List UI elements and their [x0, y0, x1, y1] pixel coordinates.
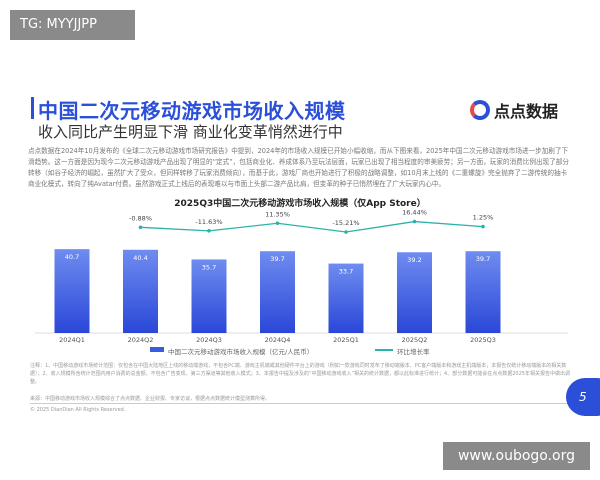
growth-rate-label: -15.21%: [332, 219, 359, 227]
tg-badge: TG: MYYJJPP: [10, 10, 135, 40]
bar-2025Q1: [328, 263, 364, 333]
logo-text: 点点数据: [494, 102, 559, 121]
x-tick-label: 2025Q3: [470, 336, 496, 344]
bar-value-label: 39.7: [270, 255, 284, 263]
growth-rate-line: [140, 220, 484, 233]
growth-point-2025Q3: [481, 224, 485, 229]
legend-bar-swatch: [150, 347, 164, 352]
growth-point-2024Q3: [207, 229, 211, 233]
legend-bar-label: 中国二次元移动游戏市场收入规模（亿元/人民币）: [168, 348, 314, 356]
logo-icon: [470, 100, 490, 120]
chart-title: 2025Q3中国二次元移动游戏市场收入规模（仅App Store）: [174, 199, 426, 209]
x-tick-label: 2025Q1: [333, 336, 359, 344]
growth-rate-label: -11.63%: [195, 218, 222, 226]
bar-value-label: 35.7: [202, 263, 216, 271]
bar-value-label: 40.4: [133, 254, 147, 262]
footnote: 注释：1、中国移动游戏市场统计范围：仅包含在中国大陆地区上线的移动端游戏，不包含…: [30, 363, 570, 385]
bar-2025Q2: [397, 252, 432, 333]
page-number: 5: [566, 378, 600, 416]
chart: 40.7 2024Q1 40.4 2024Q2 35.7 2024Q3 39.7 2024Q4…: [35, 209, 568, 344]
bar-value-label: 40.7: [65, 253, 79, 261]
growth-rate-label: 1.25%: [473, 214, 494, 222]
x-tick-label: 2024Q3: [196, 336, 222, 344]
x-tick-label: 2025Q2: [402, 336, 428, 344]
divider: [30, 403, 568, 404]
title-accent-bar: [31, 97, 34, 119]
bar-2024Q2: [123, 249, 158, 333]
x-tick-label: 2024Q1: [59, 336, 85, 344]
x-tick-label: 2024Q4: [265, 336, 291, 344]
bar-2024Q1: [54, 249, 90, 333]
growth-point-2025Q1: [344, 230, 348, 234]
growth-rate-label: 11.35%: [265, 210, 290, 218]
source-note: 来源：中国移动游戏市场收入规模综合了点点数据、企业财报、专家访谈，根据点点数据统…: [30, 396, 271, 402]
watermark-badge: www.oubogo.org: [443, 442, 590, 470]
bar-value-label: 33.7: [339, 268, 353, 276]
growth-rate-label: 16.44%: [402, 209, 427, 217]
bar-2024Q3: [191, 259, 227, 333]
bar-value-label: 39.2: [407, 256, 421, 264]
page-title: 中国二次元移动游戏市场收入规模: [38, 99, 346, 123]
bar-value-label: 39.7: [476, 255, 490, 263]
legend-line-swatch: [375, 349, 393, 351]
growth-point-2024Q4: [275, 221, 280, 226]
x-tick-label: 2024Q2: [128, 336, 154, 344]
bar-2025Q3: [465, 251, 501, 333]
growth-point-2024Q2: [138, 225, 143, 230]
growth-rate-label: -0.88%: [129, 214, 152, 222]
body-paragraph: 点点数据在2024年10月发布的《全球二次元移动游戏市场研究报告》中提到，202…: [28, 147, 569, 188]
legend-line-label: 环比增长率: [397, 348, 430, 356]
growth-point-2025Q2: [412, 219, 417, 224]
logo: 点点数据: [470, 98, 558, 122]
copyright: © 2025 DianDian All Rights Reserved.: [30, 407, 126, 413]
page-subtitle: 收入同比产生明显下滑 商业化变革悄然进行中: [38, 123, 343, 141]
bar-2024Q4: [260, 251, 295, 333]
